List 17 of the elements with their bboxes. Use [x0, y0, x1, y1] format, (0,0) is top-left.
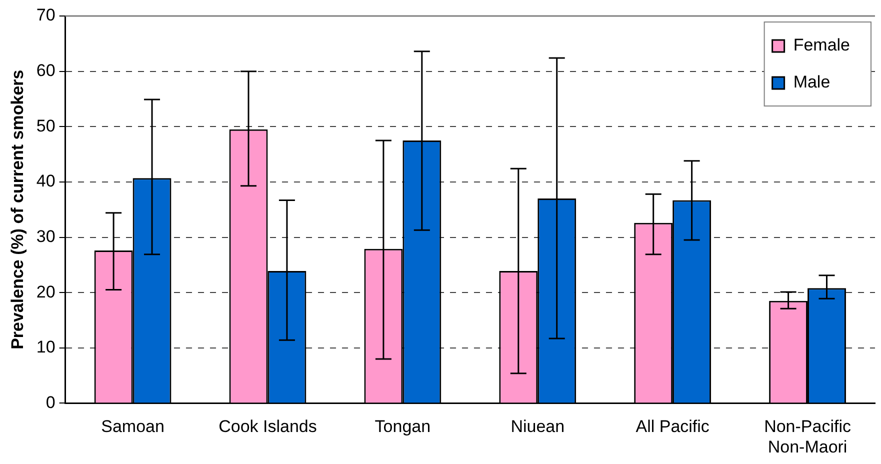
x-tick-label: Tongan [374, 417, 431, 436]
x-tick-label: Samoan [101, 417, 164, 436]
y-tick-label: 50 [36, 116, 56, 136]
y-tick-label: 0 [46, 392, 56, 412]
y-tick-label: 40 [36, 172, 56, 191]
y-axis-title: Prevalence (%) of current smokers [8, 70, 27, 350]
y-tick-label: 60 [36, 61, 56, 80]
y-tick-label: 30 [36, 226, 56, 246]
x-tick-label: Cook Islands [218, 417, 317, 436]
legend-label: Female [793, 36, 850, 55]
y-tick-label: 20 [36, 282, 56, 302]
y-tick-label: 10 [36, 338, 56, 357]
x-tick-label: All Pacific [636, 417, 710, 436]
y-tick-label: 70 [36, 6, 56, 25]
x-tick-label: Non-Pacific Non-Maori [764, 417, 852, 456]
x-tick-label: Niuean [510, 417, 565, 436]
legend-label: Male [793, 72, 830, 92]
